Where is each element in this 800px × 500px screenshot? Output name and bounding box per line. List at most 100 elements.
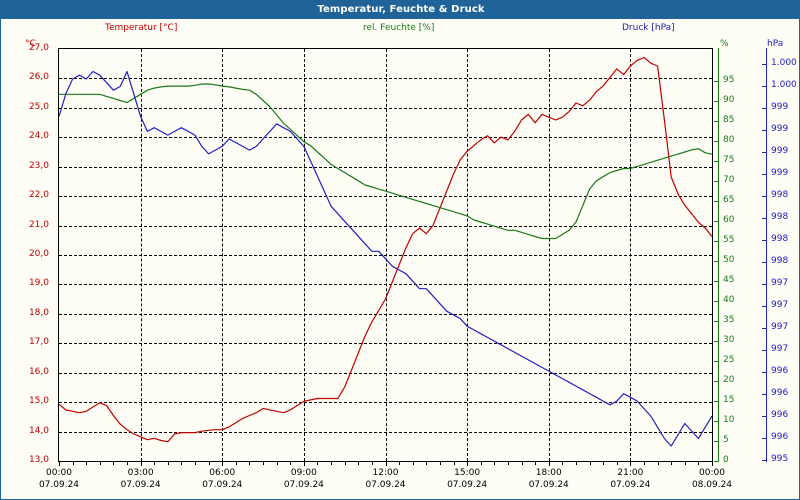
x-axis-minor-tickmark: [399, 462, 401, 465]
right-axis-hpa-tickmark: [762, 174, 767, 175]
x-axis-tickmark: [140, 462, 142, 466]
right-axis-percent-tickmark: [714, 381, 719, 382]
x-axis-minor-tickmark: [154, 462, 156, 465]
x-axis-tick-date: 07.09.24: [610, 480, 651, 490]
right-axis-hpa-tickmark: [762, 152, 767, 153]
x-axis-tick-label: 00:00 08.09.24: [677, 467, 747, 491]
legend-item-temperature: Temperatur [°C]: [105, 23, 177, 33]
x-axis-minor-tickmark: [72, 462, 74, 465]
x-axis-minor-tickmark: [535, 462, 537, 465]
right-axis-percent-tickmark: [714, 421, 719, 422]
x-axis-minor-tickmark: [344, 462, 346, 465]
x-axis-minor-tickmark: [671, 462, 673, 465]
right-axis-percent-tickmark: [714, 221, 719, 222]
left-axis-tick-label: 19,0: [28, 278, 49, 289]
x-axis-minor-tickmark: [643, 462, 645, 465]
right-axis-hpa-tickmark: [762, 372, 767, 373]
right-axis-hpa-tick-label: 999: [771, 102, 789, 112]
x-axis-tick-time: 21:00: [617, 468, 644, 478]
x-axis-minor-tickmark: [412, 462, 414, 465]
right-axis-percent-tick-label: 30: [723, 335, 735, 345]
right-axis-percent-tickmark: [714, 161, 719, 162]
legend-label-humidity: rel. Feuchte [%]: [363, 23, 435, 33]
right-axis-percent-tickmark: [714, 401, 719, 402]
x-axis-minor-tickmark: [453, 462, 455, 465]
right-axis-hpa-tick-label: 996: [771, 410, 789, 420]
x-axis-minor-tickmark: [167, 462, 169, 465]
right-axis-percent-tickmark: [714, 261, 719, 262]
left-axis-tick-label: 18,0: [28, 307, 49, 318]
right-axis-hpa-tickmark: [762, 262, 767, 263]
x-axis-minor-tickmark: [575, 462, 577, 465]
x-axis-minor-tickmark: [263, 462, 265, 465]
left-axis-unit: °C: [25, 39, 36, 49]
x-axis-tickmark: [630, 462, 632, 466]
right-axis-percent-tick-label: 55: [723, 235, 735, 245]
x-axis-minor-tickmark: [113, 462, 115, 465]
right-axis-percent-tick-label: 40: [723, 295, 735, 305]
x-axis-minor-tickmark: [99, 462, 101, 465]
right-axis-hpa-tick-label: 996: [771, 388, 789, 398]
plot-area: [58, 48, 713, 462]
right-axis-hpa-tickmark: [762, 130, 767, 131]
right-axis-hpa-line: [766, 48, 767, 462]
right-axis-hpa-tickmark: [762, 108, 767, 109]
x-axis-minor-tickmark: [589, 462, 591, 465]
x-axis-minor-tickmark: [562, 462, 564, 465]
right-axis-hpa-tick-label: 995: [771, 454, 789, 464]
right-axis-percent-tick-label: 95: [723, 75, 735, 85]
right-axis-percent-tickmark: [714, 201, 719, 202]
x-axis-tickmark: [712, 462, 713, 466]
right-axis-percent-tick-label: 85: [723, 115, 735, 125]
x-axis-tick-label: 00:00 07.09.24: [24, 467, 94, 491]
right-axis-percent-tickmark: [714, 241, 719, 242]
x-axis-minor-tickmark: [507, 462, 509, 465]
x-axis-minor-tickmark: [195, 462, 197, 465]
x-axis-tick-label: 12:00 07.09.24: [351, 467, 421, 491]
left-axis-tick-label: 23,0: [28, 160, 49, 171]
x-axis-tick-label: 18:00 07.09.24: [514, 467, 584, 491]
legend-label-temperature: Temperatur [°C]: [105, 23, 178, 33]
x-axis-minor-tickmark: [657, 462, 659, 465]
right-axis-percent-tickmark: [714, 461, 719, 462]
right-axis-hpa-tickmark: [762, 328, 767, 329]
x-axis-tickmark: [303, 462, 305, 466]
x-axis-minor-tickmark: [426, 462, 428, 465]
left-axis-tick-label: 21,0: [28, 219, 49, 230]
x-axis-minor-tickmark: [127, 462, 129, 465]
right-axis-hpa-tick-label: 997: [771, 322, 789, 332]
x-axis-minor-tickmark: [494, 462, 496, 465]
right-axis-hpa-tick-label: 1.000: [771, 80, 797, 90]
right-axis-hpa-tick-label: 999: [771, 124, 789, 134]
left-axis-tick-label: 22,0: [28, 190, 49, 201]
x-axis-tick-time: 03:00: [127, 468, 154, 478]
x-axis-tick-time: 09:00: [290, 468, 317, 478]
x-axis-tick-time: 06:00: [209, 468, 236, 478]
left-axis-tick-label: 13,0: [28, 455, 49, 465]
series-line-right_green: [59, 83, 712, 240]
right-axis-percent-tick-label: 70: [723, 175, 735, 185]
right-axis-percent-tick-label: 5: [723, 435, 729, 445]
x-axis-tick-date: 07.09.24: [365, 480, 406, 490]
x-axis-minor-tickmark: [358, 462, 360, 465]
x-axis-tick-time: 12:00: [372, 468, 399, 478]
x-axis-tick-date: 07.09.24: [38, 480, 80, 490]
right-axis-percent-tick-label: 25: [723, 355, 735, 365]
right-axis-hpa-tick-label: 996: [771, 432, 789, 442]
right-axis-unit-hpa: hPa: [767, 39, 784, 49]
right-axis-percent-tickmark: [714, 301, 719, 302]
right-axis-unit-percent: %: [720, 39, 729, 49]
right-axis-percent-tick-label: 80: [723, 135, 735, 145]
right-axis-percent-tick-label: 0: [723, 455, 729, 465]
x-axis-tickmark: [222, 462, 224, 466]
x-axis-minor-tickmark: [371, 462, 373, 465]
right-axis-hpa-tickmark: [762, 350, 767, 351]
left-axis-tick-label: 15,0: [28, 396, 49, 407]
right-axis-percent-tick-label: 45: [723, 275, 735, 285]
left-axis-tick-label: 27,0: [28, 43, 49, 53]
right-axis-hpa-tickmark: [762, 306, 767, 307]
x-axis-minor-tickmark: [331, 462, 333, 465]
x-axis-tick-date: 07.09.24: [120, 480, 161, 490]
x-axis-minor-tickmark: [317, 462, 319, 465]
left-axis-tick-label: 20,0: [28, 249, 49, 259]
